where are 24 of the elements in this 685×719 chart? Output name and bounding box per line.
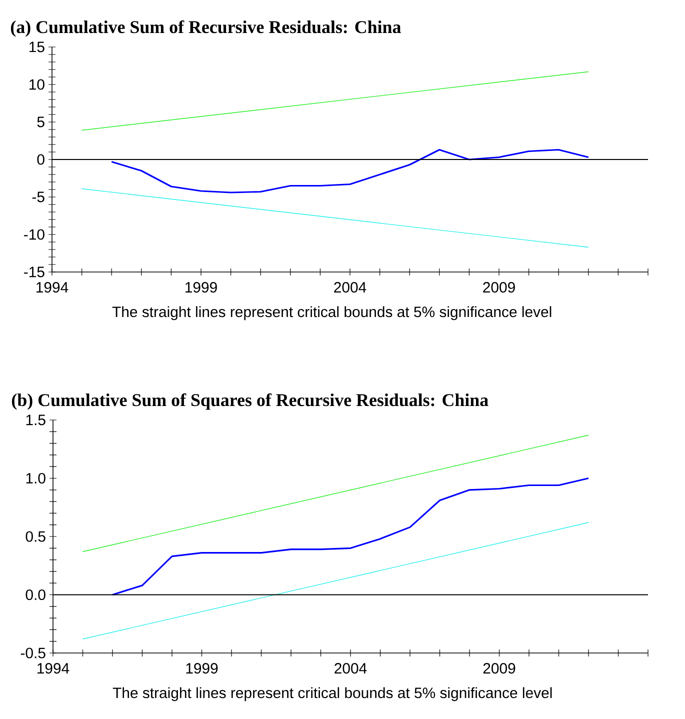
y-tick-label: 5 [37,116,44,128]
y-tick-label: -0.5 [20,648,46,658]
y-tick-label: 10 [30,79,44,90]
x-tick-label: 2009 [483,282,515,293]
y-tick-label: -15 [24,266,44,278]
y-tick-label: -5 [32,192,44,202]
y-tick-label: -10 [24,229,44,240]
x-tick-label: 1994 [38,663,70,674]
y-tick-label: 1.5 [26,414,46,426]
y-tick-label: 1.0 [26,472,46,484]
y-tick-label: 15 [30,42,44,52]
chart-title: (b) Cumulative Sum of Squares of Recursive Residuals: China [12,393,488,410]
x-tick-label: 1999 [186,282,217,293]
chart-title: (a) Cumulative Sum of Recursive Residuals: China [10,20,401,37]
y-tick-label: 0 [37,154,44,165]
x-tick-label: 1994 [36,282,68,293]
y-tick-label: 0.5 [26,531,46,542]
x-tick-label: 1999 [186,663,218,674]
y-tick-label: 0.0 [26,589,46,600]
x-tick-label: 2004 [334,663,367,674]
text: The straight lines represent critical bounds at 5% significance level [112,306,552,320]
x-tick-label: 2009 [483,663,516,674]
x-tick-label: 2004 [334,282,366,293]
text: The straight lines represent critical bounds at 5% significance level [112,687,552,702]
